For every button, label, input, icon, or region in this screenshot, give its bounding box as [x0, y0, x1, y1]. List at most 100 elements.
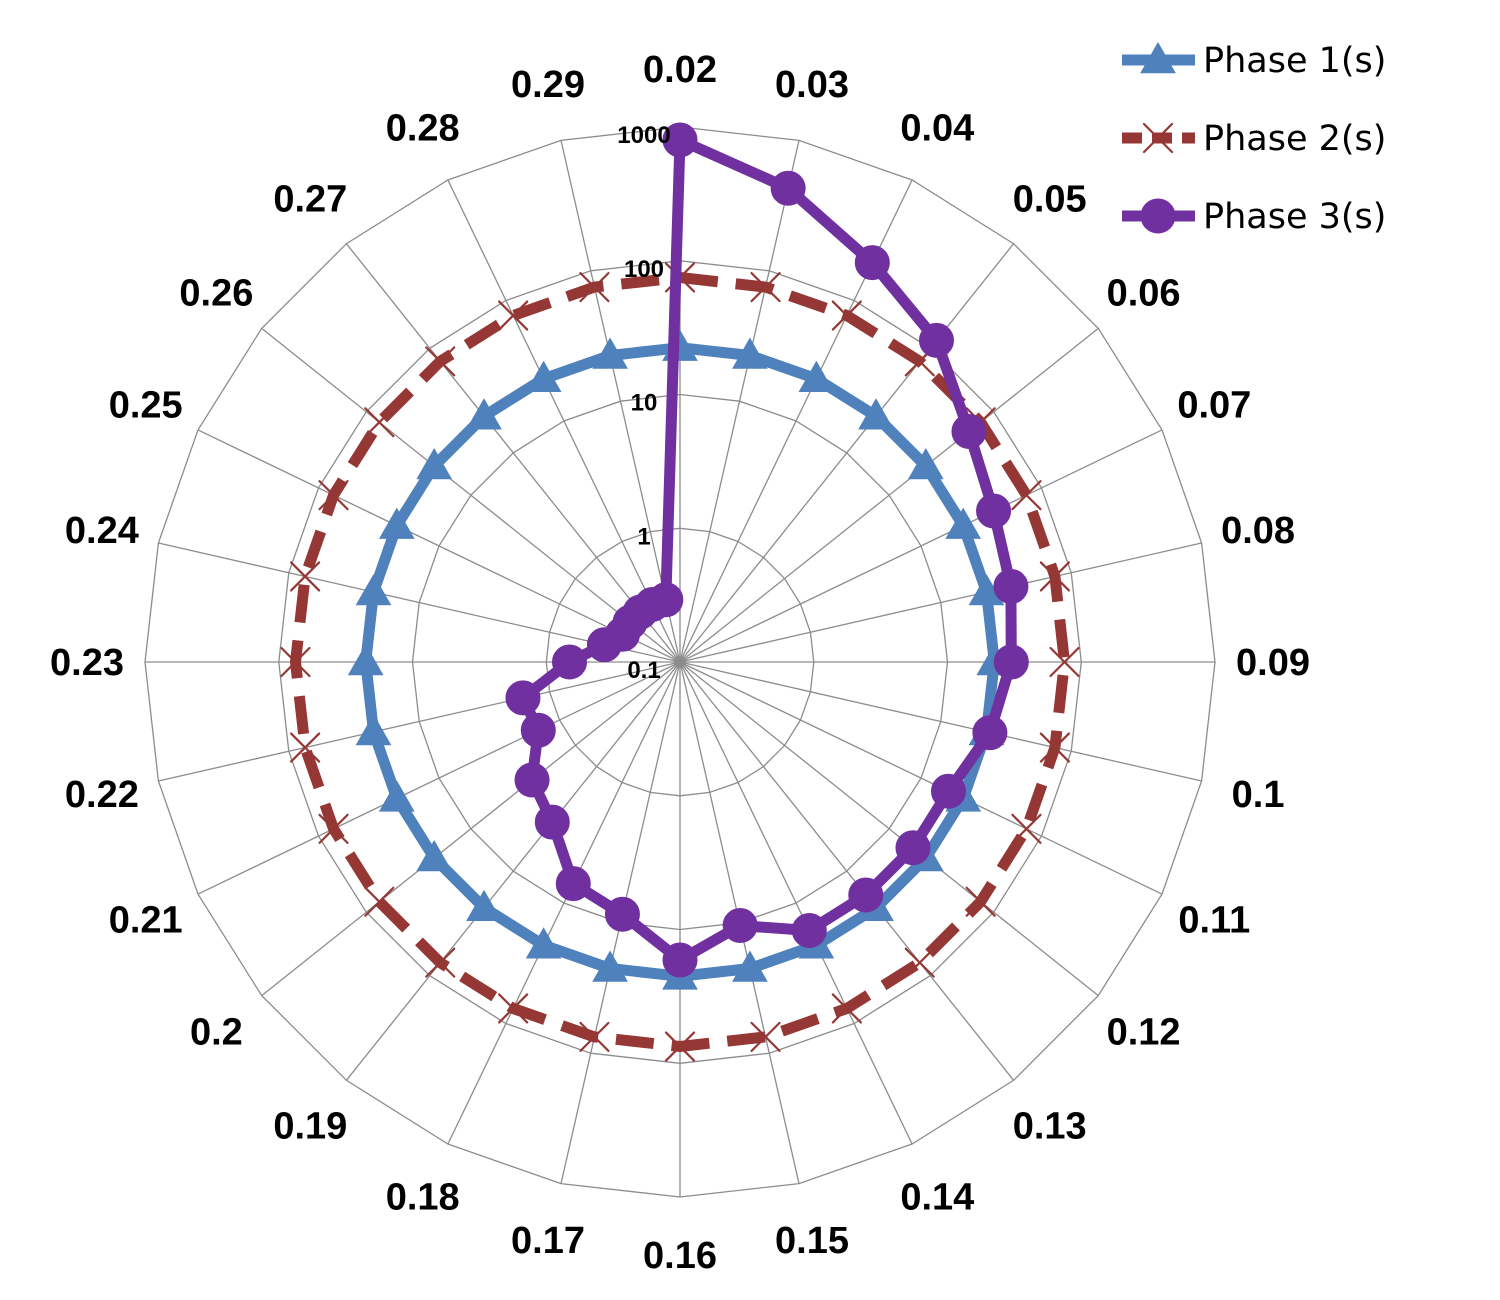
x-marker — [750, 1021, 781, 1052]
circle-marker — [648, 582, 684, 618]
tick-label: 100 — [624, 256, 664, 283]
category-label: 0.28 — [386, 108, 460, 150]
circle-marker — [976, 493, 1012, 529]
category-label: 0.1 — [1232, 774, 1285, 816]
series-3 — [505, 122, 1029, 978]
legend-label: Phase 2(s) — [1203, 119, 1386, 159]
x-marker — [364, 407, 395, 438]
category-label: 0.16 — [643, 1235, 717, 1277]
category-label: 0.18 — [386, 1176, 460, 1218]
grid-spoke — [679, 327, 1099, 663]
grid-spoke — [158, 661, 681, 782]
category-label: 0.24 — [65, 510, 139, 552]
grid-spoke — [679, 661, 1163, 895]
tick-label: 10 — [631, 390, 658, 417]
grid-spoke — [345, 243, 681, 663]
circle-marker — [854, 245, 890, 281]
circle-marker — [662, 942, 698, 978]
triangle-marker — [907, 447, 944, 480]
triangle-marker — [858, 398, 894, 430]
grid-spoke — [197, 429, 681, 663]
triangle-marker — [355, 574, 392, 606]
triangle-marker — [466, 398, 502, 430]
category-label: 0.07 — [1177, 385, 1251, 427]
triangle-marker — [945, 507, 982, 539]
legend-label: Phase 1(s) — [1203, 41, 1386, 81]
x-marker — [1011, 813, 1042, 844]
grid-spoke — [447, 179, 681, 663]
x-marker — [318, 480, 349, 511]
category-label: 0.02 — [643, 49, 717, 91]
x-marker — [364, 886, 395, 917]
x-marker — [280, 646, 311, 678]
grid-spoke — [345, 661, 681, 1081]
x-marker — [1039, 732, 1070, 763]
x-marker — [425, 346, 456, 377]
grid-spoke — [679, 542, 1202, 663]
triangle-marker — [1140, 41, 1176, 74]
grid-spoke — [679, 429, 1163, 663]
circle-marker — [514, 762, 550, 798]
circle-marker — [534, 804, 570, 840]
circle-marker — [993, 568, 1029, 604]
triangle-marker — [592, 337, 628, 369]
category-label: 0.14 — [900, 1176, 974, 1218]
series-layer — [280, 122, 1080, 1062]
category-label: 0.19 — [273, 1106, 347, 1148]
radial-tick-labels: 0.1 1 10 100 1000 — [617, 122, 670, 684]
category-label: 0.25 — [109, 385, 183, 427]
tick-label: 1 — [637, 523, 650, 550]
triangle-marker — [347, 643, 384, 676]
x-marker — [290, 732, 321, 763]
category-label: 0.13 — [1013, 1106, 1087, 1148]
circle-marker — [848, 877, 884, 913]
triangle-marker — [525, 360, 562, 392]
x-marker — [290, 561, 321, 592]
grid-spoke — [560, 140, 681, 663]
x-marker — [1142, 122, 1174, 154]
circle-marker — [722, 908, 758, 944]
category-label: 0.09 — [1236, 642, 1310, 684]
x-marker — [1039, 561, 1070, 592]
circle-marker — [552, 644, 588, 680]
x-marker — [498, 993, 529, 1024]
circle-marker — [791, 912, 827, 948]
triangle-marker — [378, 780, 415, 812]
legend-entry: Phase 1(s) — [1122, 41, 1386, 81]
circle-marker — [770, 170, 806, 206]
x-marker — [579, 1021, 610, 1052]
circle-marker — [662, 122, 698, 158]
triangle-marker — [355, 713, 392, 746]
grid-spoke — [261, 661, 681, 997]
category-label: 0.11 — [1178, 899, 1250, 941]
series-2 — [280, 262, 1080, 1062]
x-marker — [579, 272, 610, 303]
circle-marker — [1140, 198, 1176, 234]
x-marker — [831, 300, 862, 331]
tick-label: 0.1 — [627, 657, 660, 684]
circle-marker — [505, 680, 541, 716]
category-label: 0.04 — [900, 108, 974, 150]
circle-marker — [604, 896, 640, 932]
circle-marker — [520, 712, 556, 748]
triangle-marker — [592, 950, 628, 982]
x-marker — [750, 272, 781, 303]
grid-spoke — [679, 661, 1015, 1081]
legend: Phase 1(s) Phase 2(s) Phase 3(s) — [1122, 41, 1386, 237]
grid-spoke — [447, 661, 681, 1145]
x-marker — [1011, 480, 1042, 511]
circle-marker — [555, 866, 591, 902]
category-label: 0.23 — [50, 642, 124, 684]
triangle-marker — [466, 889, 502, 921]
circle-marker — [930, 773, 966, 809]
grid-spoke — [679, 661, 1099, 997]
category-label: 0.17 — [511, 1220, 585, 1262]
legend-entry: Phase 3(s) — [1122, 197, 1386, 237]
x-marker — [831, 993, 862, 1024]
grid-spoke — [197, 661, 681, 895]
category-label: 0.03 — [775, 64, 849, 106]
x-marker — [498, 300, 529, 331]
x-marker — [904, 947, 935, 978]
triangle-marker — [378, 507, 415, 539]
tick-label: 1000 — [617, 122, 670, 149]
